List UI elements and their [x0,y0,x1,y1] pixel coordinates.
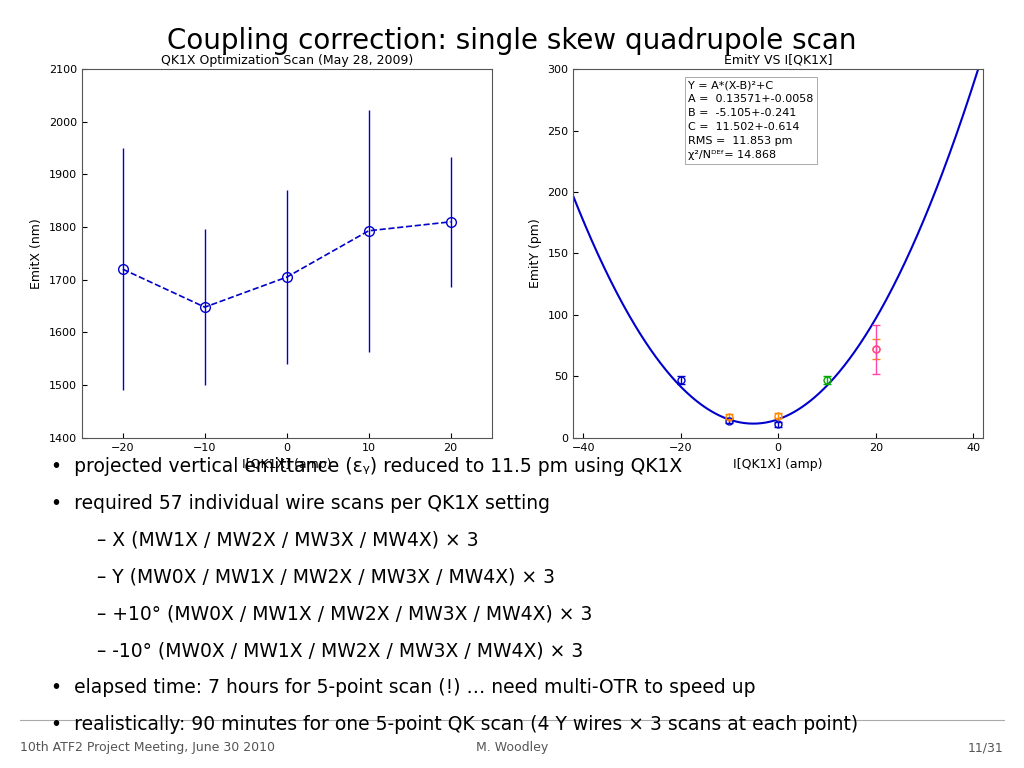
Text: Y = A*(X-B)²+C
A =  0.13571+-0.0058
B =  -5.105+-0.241
C =  11.502+-0.614
RMS = : Y = A*(X-B)²+C A = 0.13571+-0.0058 B = -… [688,80,813,161]
Text: •  elapsed time: 7 hours for 5-point scan (!) … need multi-OTR to speed up: • elapsed time: 7 hours for 5-point scan… [51,678,756,697]
Text: •  required 57 individual wire scans per QK1X setting: • required 57 individual wire scans per … [51,494,550,513]
Text: M. Woodley: M. Woodley [476,741,548,754]
Text: Coupling correction: single skew quadrupole scan: Coupling correction: single skew quadrup… [167,27,857,55]
Text: •  projected vertical emittance (εᵧ) reduced to 11.5 pm using QK1X: • projected vertical emittance (εᵧ) redu… [51,457,682,476]
Text: 10th ATF2 Project Meeting, June 30 2010: 10th ATF2 Project Meeting, June 30 2010 [20,741,275,754]
Text: •  realistically: 90 minutes for one 5-point QK scan (4 Y wires × 3 scans at eac: • realistically: 90 minutes for one 5-po… [51,715,858,734]
Title: QK1X Optimization Scan (May 28, 2009): QK1X Optimization Scan (May 28, 2009) [161,54,413,67]
X-axis label: I[QK1X] (amp): I[QK1X] (amp) [242,458,332,472]
Text: 11/31: 11/31 [968,741,1004,754]
X-axis label: I[QK1X] (amp): I[QK1X] (amp) [733,458,823,472]
Text: – Y (MW0X / MW1X / MW2X / MW3X / MW4X) × 3: – Y (MW0X / MW1X / MW2X / MW3X / MW4X) ×… [97,568,555,587]
Y-axis label: EmitY (pm): EmitY (pm) [529,219,542,288]
Text: – -10° (MW0X / MW1X / MW2X / MW3X / MW4X) × 3: – -10° (MW0X / MW1X / MW2X / MW3X / MW4X… [97,641,584,660]
Y-axis label: EmitX (nm): EmitX (nm) [31,218,43,289]
Title: EmitY VS I[QK1X]: EmitY VS I[QK1X] [724,54,833,67]
Text: – X (MW1X / MW2X / MW3X / MW4X) × 3: – X (MW1X / MW2X / MW3X / MW4X) × 3 [97,531,479,550]
Text: – +10° (MW0X / MW1X / MW2X / MW3X / MW4X) × 3: – +10° (MW0X / MW1X / MW2X / MW3X / MW4X… [97,604,593,624]
